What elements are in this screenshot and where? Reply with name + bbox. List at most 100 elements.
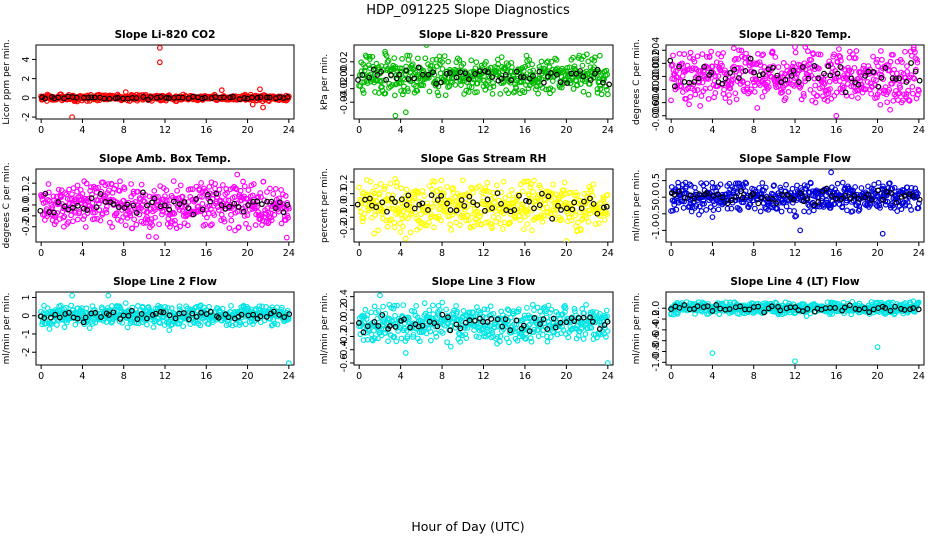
data-point: [458, 82, 464, 88]
data-point: [86, 325, 93, 331]
reference-point: [405, 192, 412, 199]
reference-point: [431, 320, 438, 326]
data-point: [270, 191, 277, 197]
y-tick-label: -0.5: [651, 205, 662, 224]
y-tick-label: -1: [21, 329, 32, 338]
data-point: [432, 330, 439, 336]
data-point: [724, 205, 731, 212]
reference-point: [742, 68, 749, 74]
data-point: [708, 48, 715, 55]
reference-point: [157, 309, 164, 315]
x-tick-label: 0: [38, 125, 44, 136]
reference-point: [507, 327, 514, 334]
outlier-point: [105, 292, 112, 299]
reference-point: [875, 83, 882, 90]
y-axis-label: ml/min per min.: [632, 170, 642, 242]
reference-point: [823, 185, 830, 192]
reference-point: [740, 194, 746, 201]
data-point: [243, 220, 249, 227]
reference-point: [415, 323, 422, 330]
data-point: [422, 55, 429, 62]
data-point: [548, 306, 555, 313]
reference-point: [140, 189, 146, 196]
data-point: [485, 77, 492, 84]
reference-point: [263, 94, 270, 101]
data-point: [858, 81, 865, 88]
data-point: [364, 312, 371, 318]
reference-point: [882, 65, 889, 71]
data-point: [377, 181, 384, 187]
data-point: [384, 223, 391, 230]
data-point: [219, 182, 226, 188]
data-point: [97, 217, 104, 224]
reference-point: [796, 79, 802, 85]
x-tick-label: 20: [872, 125, 884, 136]
reference-point: [498, 75, 505, 82]
reference-point: [171, 198, 177, 205]
reference-point: [811, 63, 818, 69]
reference-point: [778, 79, 785, 86]
reference-point: [105, 312, 112, 318]
data-point: [120, 197, 127, 204]
data-point: [116, 188, 123, 194]
data-point: [509, 187, 515, 193]
reference-point: [152, 310, 159, 317]
data-point: [544, 338, 551, 345]
data-point: [836, 52, 843, 59]
data-point: [806, 208, 812, 215]
x-tick-label: 20: [560, 371, 572, 382]
reference-point: [537, 321, 543, 327]
data-point: [720, 50, 727, 56]
reference-point: [172, 315, 179, 322]
data-point: [710, 207, 717, 213]
outlier-point: [257, 86, 263, 93]
data-point: [560, 327, 567, 333]
data-point: [574, 82, 581, 88]
data-points: [38, 45, 292, 119]
data-point: [76, 209, 83, 215]
reference-point: [39, 94, 46, 101]
reference-point: [144, 202, 150, 209]
data-point: [785, 89, 792, 95]
reference-point: [65, 309, 72, 316]
data-point: [909, 83, 916, 90]
data-point: [226, 225, 233, 232]
y-axis-label: degrees C per min.: [632, 39, 642, 125]
data-point: [256, 303, 263, 310]
data-point: [789, 185, 796, 192]
data-point: [477, 77, 483, 83]
data-point: [808, 57, 815, 63]
data-point: [783, 181, 789, 188]
data-point: [153, 234, 159, 240]
data-point: [597, 52, 603, 59]
reference-point: [508, 77, 515, 84]
data-point: [697, 102, 704, 109]
data-point: [759, 93, 766, 100]
data-point: [728, 80, 735, 87]
data-point: [473, 333, 480, 340]
data-point: [547, 309, 553, 316]
data-point: [529, 61, 536, 68]
data-point: [103, 209, 110, 216]
reference-point: [788, 72, 795, 79]
reference-point: [189, 310, 196, 317]
reference-point: [359, 72, 366, 78]
data-point: [572, 192, 578, 199]
x-tick-label: 20: [242, 248, 254, 259]
data-point: [836, 46, 842, 53]
reference-point: [238, 311, 245, 318]
reference-point: [425, 207, 431, 213]
reference-point: [213, 190, 220, 197]
data-point: [474, 208, 481, 215]
data-point: [554, 200, 560, 206]
data-point: [228, 302, 234, 309]
reference-point: [37, 207, 44, 214]
reference-point: [563, 319, 570, 326]
reference-point: [842, 193, 849, 199]
y-tick-label: -1.0: [651, 353, 662, 372]
data-point: [891, 205, 897, 211]
reference-point: [676, 63, 683, 70]
y-tick-label: 0.1: [339, 186, 350, 201]
data-point: [887, 106, 893, 113]
